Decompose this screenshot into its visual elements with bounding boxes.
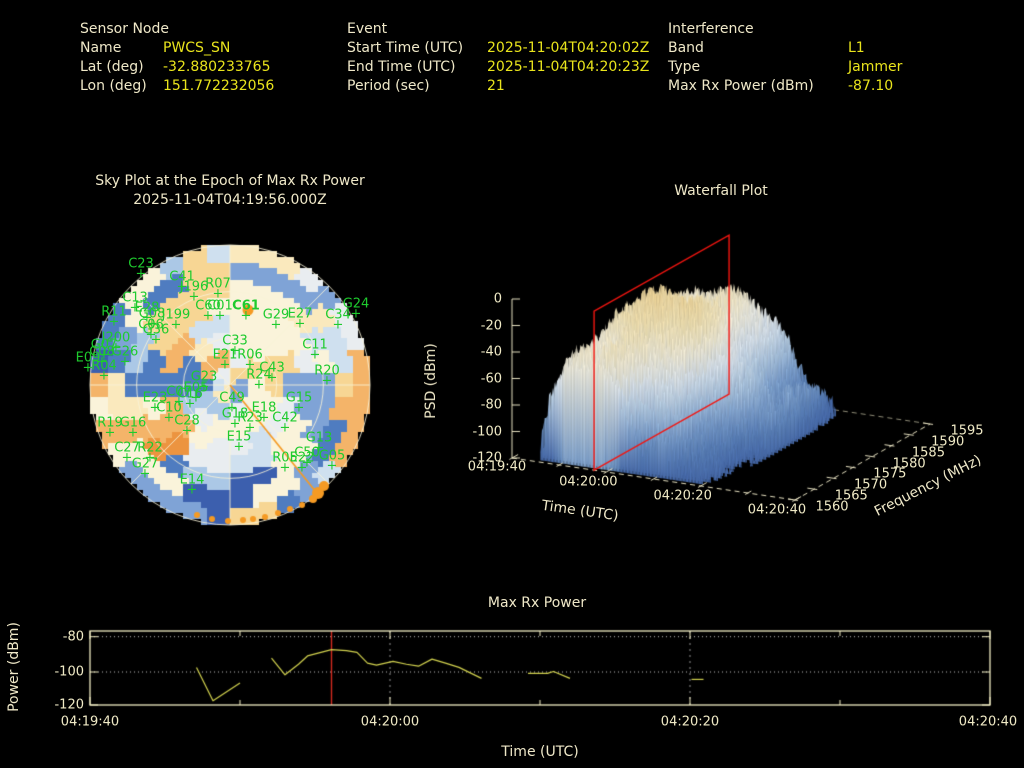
event-period-row: Period (sec) 21 <box>347 77 649 96</box>
event-section: Event Start Time (UTC) 2025-11-04T04:20:… <box>347 20 649 96</box>
field-value: Jammer <box>848 59 903 75</box>
field-label: Max Rx Power (dBm) <box>668 78 814 94</box>
interference-band-row: Band L1 <box>668 39 902 58</box>
power-plot-ylabel: Power (dBm) <box>6 622 22 712</box>
field-label: Type <box>668 59 701 75</box>
field-label: Name <box>80 40 122 56</box>
waterfall-zlabel: PSD (dBm) <box>423 343 439 419</box>
power-plot-xlabel: Time (UTC) <box>501 744 579 760</box>
sky-plot-title-line1: Sky Plot at the Epoch of Max Rx Power <box>95 173 365 189</box>
field-value: 2025-11-04T04:20:02Z <box>487 40 650 56</box>
sensor-node-section: Sensor Node Name PWCS_SN Lat (deg) -32.8… <box>80 20 274 96</box>
sensor-name-row: Name PWCS_SN <box>80 39 274 58</box>
field-value: 21 <box>487 78 505 94</box>
sky-plot-canvas <box>56 236 404 528</box>
power-plot-canvas <box>50 585 1015 715</box>
interference-section: Interference Band L1 Type Jammer Max Rx … <box>668 20 902 96</box>
power-time-tick: 04:19:40 <box>60 714 120 730</box>
field-value: PWCS_SN <box>163 40 231 56</box>
interference-title: Interference <box>668 21 754 37</box>
power-time-tick: 04:20:20 <box>660 714 720 730</box>
interference-type-row: Type Jammer <box>668 58 902 77</box>
field-value: 151.772232056 <box>163 78 275 94</box>
sensor-lat-row: Lat (deg) -32.880233765 <box>80 58 274 77</box>
field-label: Lon (deg) <box>80 78 147 94</box>
power-time-tick: 04:20:00 <box>360 714 420 730</box>
power-time-tick: 04:20:40 <box>958 714 1018 730</box>
field-label: Start Time (UTC) <box>347 40 464 56</box>
sensor-lon-row: Lon (deg) 151.772232056 <box>80 77 274 96</box>
event-title: Event <box>347 21 388 37</box>
field-value: -32.880233765 <box>163 59 271 75</box>
field-value: -87.10 <box>848 78 894 94</box>
waterfall-canvas <box>420 160 1020 525</box>
field-value: L1 <box>848 40 865 56</box>
event-start-row: Start Time (UTC) 2025-11-04T04:20:02Z <box>347 39 649 58</box>
sky-plot-title: Sky Plot at the Epoch of Max Rx Power 20… <box>56 172 404 210</box>
field-label: Period (sec) <box>347 78 430 94</box>
event-end-row: End Time (UTC) 2025-11-04T04:20:23Z <box>347 58 649 77</box>
sensor-node-title: Sensor Node <box>80 21 169 37</box>
field-label: Lat (deg) <box>80 59 144 75</box>
interference-power-row: Max Rx Power (dBm) -87.10 <box>668 77 902 96</box>
field-label: End Time (UTC) <box>347 59 456 75</box>
field-value: 2025-11-04T04:20:23Z <box>487 59 650 75</box>
sky-plot-title-line2: 2025-11-04T04:19:56.000Z <box>133 192 327 208</box>
field-label: Band <box>668 40 704 56</box>
